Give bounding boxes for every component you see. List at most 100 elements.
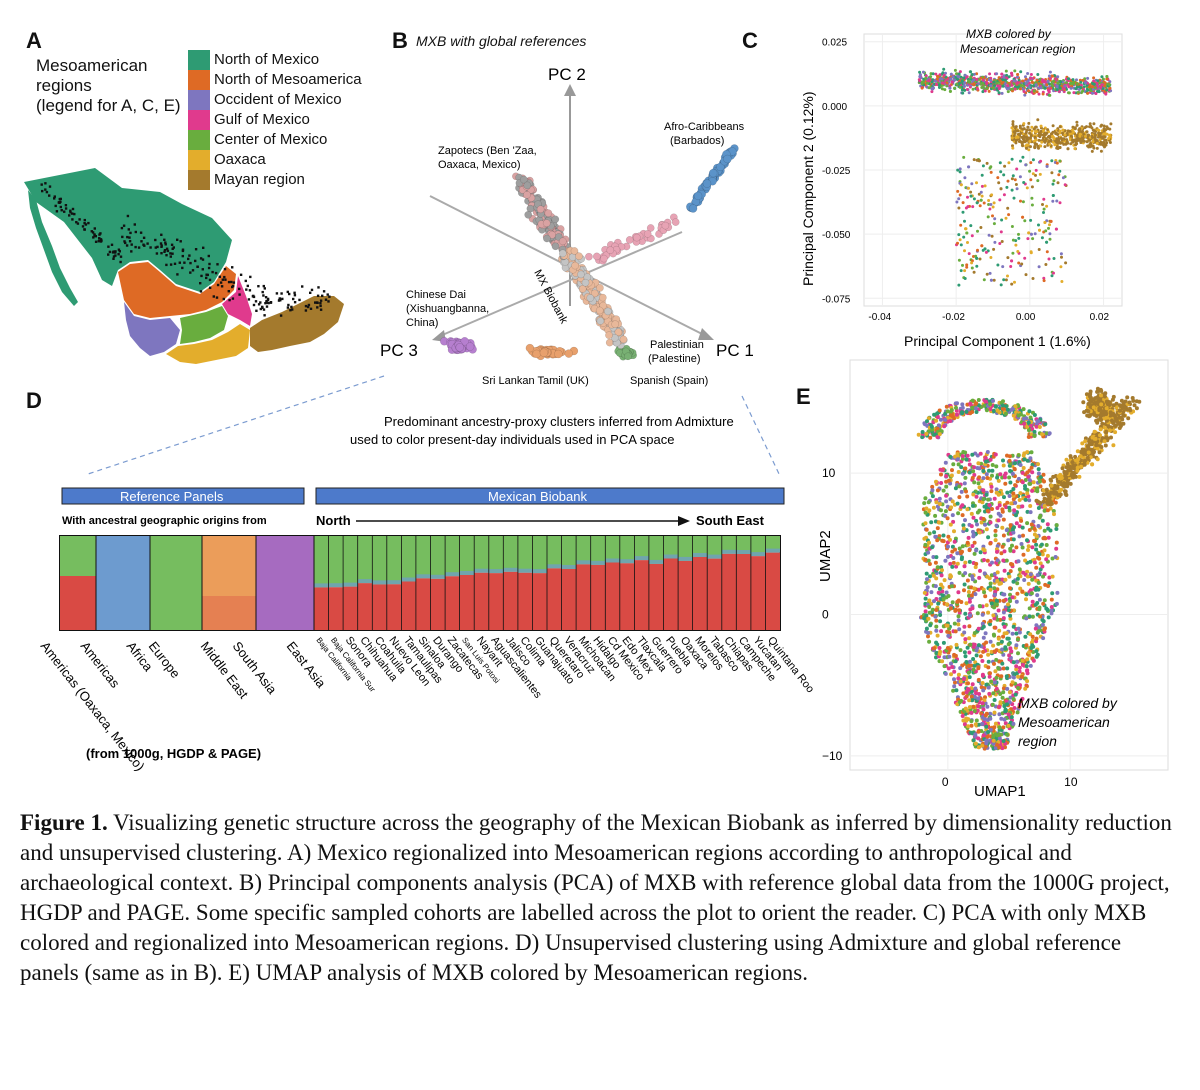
umap-point [1053,500,1058,505]
biobank-state-bar-american [517,572,533,630]
umap-point [1011,660,1016,665]
biobank-state-bar-american [707,558,722,630]
umap-point [974,653,979,658]
pca-mxb-point [977,82,981,86]
umap-point [945,646,950,650]
map-sample-dot [140,240,143,243]
pca-ball [716,166,725,176]
pca-mxb-point [1062,84,1066,87]
umap-point [1038,585,1043,590]
umap-point [934,428,939,433]
umap-point [1021,466,1026,470]
map-sample-dot [221,278,224,281]
pca-ball [451,343,460,352]
umap-point [1001,517,1006,522]
umap-point [934,535,938,539]
umap-point [1045,553,1050,558]
pca-mxb-point [961,78,965,82]
umap-point [1028,663,1033,668]
umap-point [993,597,997,602]
umap-point [928,423,933,428]
pca-ball [579,286,587,294]
umap-point [1003,646,1008,651]
pca-mxb-point [1091,86,1095,90]
umap-point [934,624,939,629]
umap-point [964,543,969,548]
pca-ball [592,295,601,303]
umap-point [983,701,988,706]
pca-mxb-point [1007,161,1011,165]
pca-mxb-point [998,78,1002,82]
pca-ball [515,184,523,192]
umap-point [1002,473,1007,478]
pca-ball [607,326,616,334]
umap-point [972,551,977,556]
umap-point [933,513,938,518]
pca-mxb-point [977,77,981,81]
umap-point [920,435,925,440]
umap-point [995,746,1000,751]
umap-point [930,545,935,550]
umap-point [1017,669,1022,674]
pca-ball [576,273,584,281]
pca-mxb-point [992,87,996,91]
umap-point [1040,617,1045,622]
umap-point [997,732,1002,737]
pca-mxb-point [983,83,987,87]
pca-mxb-point [981,75,985,79]
pca-mxb-point [1024,144,1028,148]
pca-ball [619,345,627,354]
pca-mxb-point [1029,218,1033,222]
pca-mxb-point [1022,122,1026,126]
southeast-label: South East [696,513,765,528]
umap-point [1009,707,1013,712]
umap-point [1015,591,1020,596]
pca-ball [566,258,574,267]
legend-swatch [188,150,210,170]
map-sample-dot [169,263,173,266]
pca-mxb-point [956,82,959,86]
umap-point [1033,587,1038,592]
pca-ball [565,247,573,255]
pca-mxb-point [1022,81,1026,85]
umap-point [1034,422,1039,427]
pca-mxb-point [1025,134,1028,138]
umap-point [1020,545,1025,550]
pca-mxb-point [1002,75,1006,79]
pca-mxb-point [969,83,973,87]
pca-ball [643,233,652,242]
umap-point [973,669,978,674]
umap-point [969,718,974,723]
umap-point [995,549,999,554]
pca-ball [622,242,631,251]
pca-mxb-point [922,83,925,87]
umap-point [986,684,991,689]
umap-point [993,616,998,621]
pca-mxb-point [992,201,996,205]
pca-mxb-point [945,80,949,84]
umap-point [996,690,1001,695]
pca-mxb-point [1042,279,1046,283]
umap-point [978,738,983,743]
map-sample-dot [178,261,181,264]
umap-point [1032,560,1037,565]
pca-mxb-point [1082,85,1086,89]
umap-point [980,500,985,505]
pca-mxb-point [1099,149,1103,153]
map-sample-dot [118,250,121,253]
map-sample-dot [58,201,61,204]
umap-point [934,482,939,486]
pca-mxb-point [1055,79,1059,83]
pca-mxb-point [984,81,988,85]
pca-mxb-point [1077,83,1081,87]
umap-point [996,511,1001,516]
pca-ball [624,352,632,361]
biobank-state-bar-european [415,536,431,579]
map-sample-dot [278,297,281,300]
umap-point [1043,508,1048,513]
umap-point [1000,509,1005,514]
biobank-state-bar-american [430,578,446,630]
pca-mxb-point [1011,87,1015,91]
umap-point [959,489,964,494]
pca-ball [579,270,587,279]
